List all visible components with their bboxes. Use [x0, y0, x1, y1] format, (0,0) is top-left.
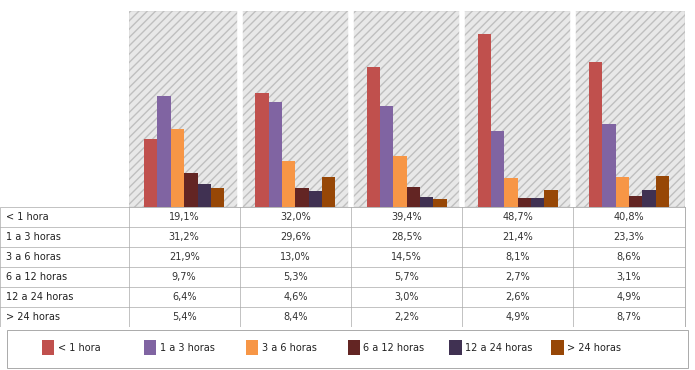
Text: 48,7%: 48,7%	[502, 212, 533, 222]
Bar	[462, 11, 573, 207]
Bar	[158, 96, 171, 207]
Bar	[322, 177, 336, 207]
Text: 2,6%: 2,6%	[505, 292, 530, 302]
Bar	[211, 188, 224, 207]
Bar	[518, 198, 531, 207]
Text: 8,7%: 8,7%	[616, 312, 641, 322]
Bar	[351, 11, 462, 207]
Text: 21,9%: 21,9%	[169, 252, 199, 262]
Text: 5,7%: 5,7%	[394, 272, 419, 282]
Text: 5,3%: 5,3%	[283, 272, 308, 282]
Bar	[433, 199, 447, 207]
Text: < 1 hora: < 1 hora	[6, 212, 49, 222]
Text: 6 a 12 horas: 6 a 12 horas	[363, 343, 425, 353]
Text: 1 a 3 horas: 1 a 3 horas	[160, 343, 215, 353]
Bar	[240, 11, 351, 207]
Bar	[629, 196, 642, 207]
Bar	[544, 190, 558, 207]
Text: 12 a 24 horas: 12 a 24 horas	[466, 343, 533, 353]
Bar	[505, 178, 518, 207]
Bar	[603, 124, 616, 207]
Text: 2,7%: 2,7%	[505, 272, 530, 282]
Text: 8,4%: 8,4%	[283, 312, 308, 322]
Bar	[393, 155, 407, 207]
Bar	[144, 340, 156, 355]
Bar	[144, 139, 158, 207]
Bar	[573, 11, 685, 207]
Bar	[616, 176, 629, 207]
Text: 3 a 6 horas: 3 a 6 horas	[261, 343, 316, 353]
Text: 4,9%: 4,9%	[616, 292, 641, 302]
Text: > 24 horas: > 24 horas	[6, 312, 60, 322]
Text: 29,6%: 29,6%	[280, 232, 311, 242]
Text: 23,3%: 23,3%	[614, 232, 644, 242]
Bar	[197, 184, 211, 207]
Bar	[295, 188, 309, 207]
Text: 4,6%: 4,6%	[283, 292, 308, 302]
Bar	[491, 131, 505, 207]
Bar	[450, 340, 462, 355]
Bar	[573, 11, 685, 207]
Bar	[407, 187, 420, 207]
Text: 1 a 3 horas: 1 a 3 horas	[6, 232, 61, 242]
Bar	[129, 11, 240, 207]
Bar	[269, 102, 282, 207]
Bar	[551, 340, 564, 355]
Text: 9,7%: 9,7%	[172, 272, 197, 282]
Bar	[42, 340, 54, 355]
Text: 4,9%: 4,9%	[505, 312, 530, 322]
Bar	[642, 190, 655, 207]
Text: 21,4%: 21,4%	[502, 232, 533, 242]
Bar	[366, 67, 380, 207]
Bar	[171, 129, 184, 207]
Text: 19,1%: 19,1%	[169, 212, 199, 222]
Text: < 1 hora: < 1 hora	[58, 343, 100, 353]
Bar	[245, 340, 258, 355]
Bar	[477, 34, 491, 207]
Text: 8,6%: 8,6%	[616, 252, 641, 262]
Text: > 24 horas: > 24 horas	[567, 343, 621, 353]
Bar	[348, 340, 360, 355]
Bar	[184, 173, 197, 207]
Bar	[282, 161, 295, 207]
Text: 2,2%: 2,2%	[394, 312, 419, 322]
Bar	[255, 93, 269, 207]
Bar	[655, 176, 669, 207]
Text: 13,0%: 13,0%	[280, 252, 311, 262]
Bar	[380, 105, 393, 207]
Bar	[351, 11, 462, 207]
Text: 5,4%: 5,4%	[172, 312, 197, 322]
Bar	[309, 191, 322, 207]
Text: 28,5%: 28,5%	[391, 232, 422, 242]
Text: 6 a 12 horas: 6 a 12 horas	[6, 272, 67, 282]
Text: 8,1%: 8,1%	[505, 252, 530, 262]
Text: 40,8%: 40,8%	[614, 212, 644, 222]
Bar	[531, 198, 544, 207]
Bar	[420, 196, 433, 207]
Bar	[129, 11, 240, 207]
Text: 39,4%: 39,4%	[391, 212, 422, 222]
Text: 6,4%: 6,4%	[172, 292, 197, 302]
Text: 3,0%: 3,0%	[394, 292, 419, 302]
Text: 14,5%: 14,5%	[391, 252, 422, 262]
Bar	[240, 11, 351, 207]
Bar	[462, 11, 573, 207]
Text: 3,1%: 3,1%	[616, 272, 641, 282]
Text: 32,0%: 32,0%	[280, 212, 311, 222]
Text: 12 a 24 horas: 12 a 24 horas	[6, 292, 74, 302]
Bar	[589, 62, 603, 207]
Text: 3 a 6 horas: 3 a 6 horas	[6, 252, 61, 262]
Text: 31,2%: 31,2%	[169, 232, 199, 242]
